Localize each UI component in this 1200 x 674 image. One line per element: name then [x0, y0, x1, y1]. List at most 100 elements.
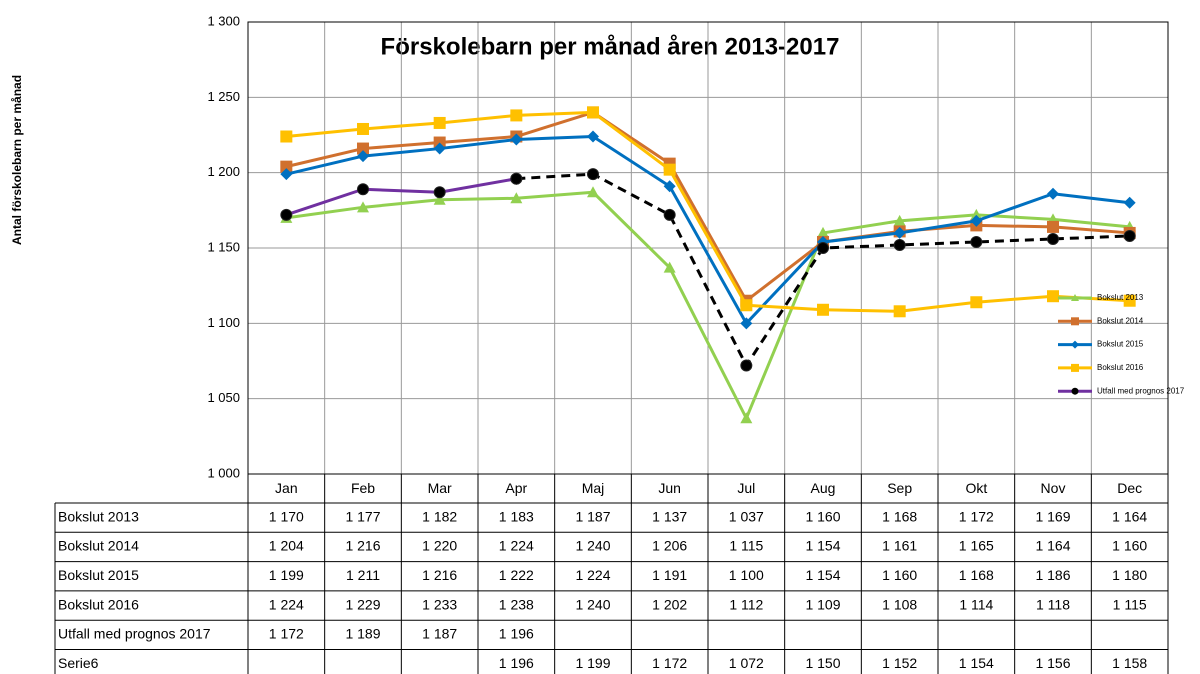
table-value: 1 196 — [499, 655, 534, 671]
x-tick-label: Maj — [582, 480, 605, 496]
marker — [433, 193, 446, 205]
marker — [970, 235, 983, 248]
y-tick-label: 1 050 — [207, 390, 240, 405]
table-value: 1 114 — [959, 596, 993, 612]
table-value: 1 204 — [269, 538, 304, 554]
marker — [357, 150, 369, 163]
legend-label: Bokslut 2016 — [1097, 363, 1144, 372]
table-value: 1 224 — [269, 596, 304, 612]
table-value: 1 170 — [269, 508, 304, 524]
x-tick-label: Jul — [737, 480, 755, 496]
marker — [1047, 232, 1059, 245]
table-value: 1 177 — [345, 508, 380, 524]
table-value: 1 160 — [1112, 538, 1147, 554]
marker — [587, 130, 599, 143]
marker — [1123, 229, 1136, 242]
marker — [280, 130, 293, 143]
table-value: 1 164 — [1035, 538, 1070, 554]
marker — [280, 168, 293, 181]
table-value: 1 199 — [269, 567, 304, 583]
table-value: 1 187 — [575, 508, 610, 524]
table-value: 1 165 — [959, 538, 994, 554]
x-tick-label: Okt — [965, 480, 987, 496]
marker — [587, 106, 599, 119]
marker — [510, 192, 523, 204]
y-axis-label: Antal förskolebarn per månad — [10, 75, 24, 245]
marker — [663, 180, 676, 193]
table-value: 1 115 — [729, 538, 763, 554]
marker — [893, 238, 906, 251]
marker — [1047, 187, 1059, 200]
table-value: 1 233 — [422, 596, 457, 612]
plot-frame — [247, 21, 1169, 475]
y-tick-label: 1 200 — [207, 164, 240, 179]
x-tick-label: Apr — [505, 480, 527, 496]
table-row-label: Bokslut 2015 — [58, 567, 139, 583]
table-value: 1 160 — [805, 508, 840, 524]
chart-title: Förskolebarn per månad åren 2013-2017 — [381, 33, 840, 60]
x-tick-label: Jun — [658, 480, 681, 496]
table-value: 1 161 — [882, 538, 917, 554]
table-value: 1 182 — [422, 508, 457, 524]
table-value: 1 187 — [422, 626, 457, 642]
marker — [280, 208, 293, 221]
marker — [587, 186, 599, 198]
table-value: 1 189 — [345, 626, 380, 642]
table-value: 1 108 — [882, 596, 917, 612]
series-line — [286, 110, 1130, 313]
table-value: 1 229 — [345, 596, 380, 612]
y-tick-label: 1 250 — [207, 89, 240, 104]
x-tick-label: Nov — [1041, 480, 1066, 496]
table-value: 1 172 — [269, 626, 304, 642]
table-value: 1 220 — [422, 538, 457, 554]
table-value: 1 112 — [729, 596, 763, 612]
marker — [587, 168, 599, 181]
table-value: 1 202 — [652, 596, 687, 612]
marker — [1047, 290, 1059, 303]
x-tick-label: Jan — [275, 480, 298, 496]
table-value: 1 118 — [1036, 596, 1070, 612]
marker — [817, 303, 829, 316]
y-tick-label: 1 300 — [207, 13, 240, 28]
table-value: 1 224 — [575, 567, 610, 583]
legend-label: Bokslut 2013 — [1097, 293, 1144, 302]
marker — [893, 214, 906, 226]
legend-marker — [1071, 294, 1079, 301]
table-value: 1 240 — [575, 538, 610, 554]
table-value: 1 206 — [652, 538, 687, 554]
table-value: 1 222 — [499, 567, 534, 583]
table-value: 1 150 — [805, 655, 840, 671]
series-line — [285, 177, 517, 217]
marker — [357, 201, 369, 213]
marker — [357, 122, 369, 135]
y-tick-label: 1 150 — [207, 239, 240, 254]
table-value: 1 072 — [729, 655, 764, 671]
x-tick-label: Aug — [811, 480, 836, 496]
table-value: 1 154 — [805, 538, 840, 554]
table-row-label: Bokslut 2016 — [58, 596, 139, 612]
series-line — [516, 172, 1130, 368]
table-value: 1 196 — [499, 626, 534, 642]
legend-marker — [1071, 340, 1079, 349]
table-value: 1 172 — [652, 655, 687, 671]
table-value: 1 037 — [729, 508, 764, 524]
marker — [663, 261, 676, 273]
table-value: 1 156 — [1035, 655, 1070, 671]
x-tick-label: Feb — [351, 480, 375, 496]
marker — [1123, 294, 1136, 307]
marker — [817, 242, 829, 254]
legend-label: Bokslut 2015 — [1097, 340, 1144, 349]
marker — [893, 305, 906, 318]
marker — [510, 109, 523, 122]
table-value: 1 199 — [575, 655, 610, 671]
table-row-label: Bokslut 2014 — [58, 538, 139, 554]
marker — [740, 412, 753, 424]
marker — [1123, 196, 1136, 209]
marker — [433, 116, 446, 129]
table-value: 1 169 — [1035, 508, 1070, 524]
table-value: 1 180 — [1112, 567, 1147, 583]
table-row-label: Serie6 — [58, 655, 99, 671]
table-value: 1 154 — [959, 655, 994, 671]
table-value: 1 158 — [1112, 655, 1147, 671]
y-tick-label: 1 000 — [207, 465, 240, 480]
